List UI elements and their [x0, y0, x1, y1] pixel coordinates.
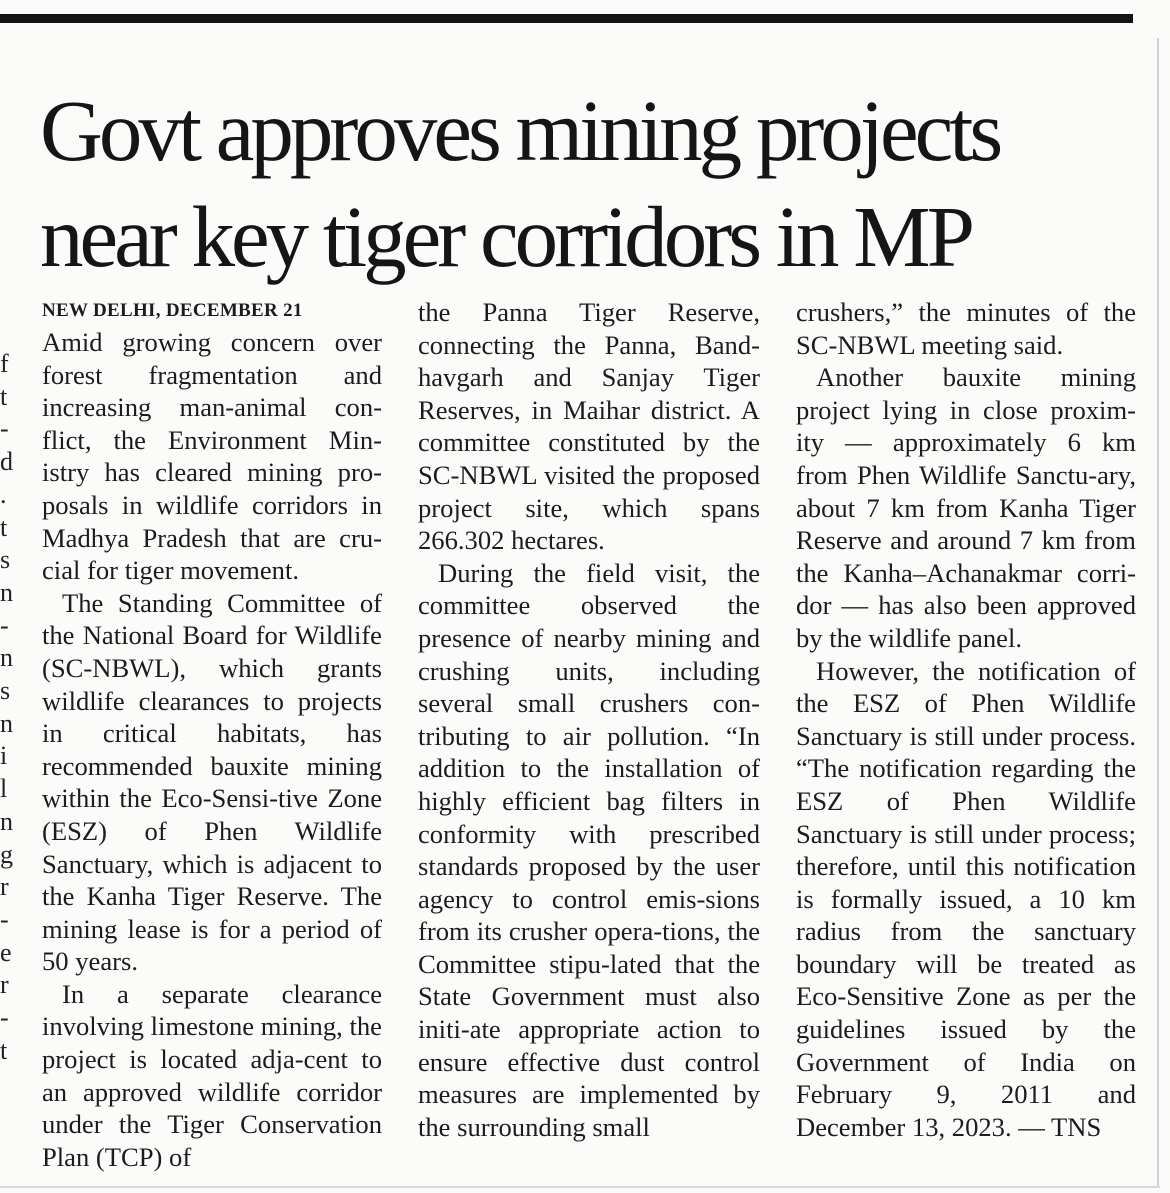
edge-glyph: n: [0, 806, 13, 836]
edge-glyph: g: [0, 839, 13, 869]
edge-glyph: i: [0, 741, 8, 771]
edge-glyph: d: [0, 447, 13, 477]
edge-glyph: -: [0, 904, 9, 934]
headline: Govt approves mining projects near key t…: [40, 78, 1140, 290]
top-rule: [0, 14, 1133, 23]
paragraph-1: Amid growing concern over forest fragmen…: [42, 327, 382, 586]
edge-glyph: -: [0, 610, 9, 640]
edge-glyph: t: [0, 512, 8, 542]
article-column-3: crushers,” the minutes of the SC-NBWL me…: [796, 296, 1136, 1143]
article-column-1: NEW DELHI, DECEMBER 21 Amid growing conc…: [42, 296, 382, 1173]
right-column-rule: [1157, 38, 1159, 1188]
edge-glyph: r: [0, 970, 9, 1000]
paragraph-5: Another bauxite mining project lying in …: [796, 362, 1136, 653]
paragraph-4: During the field visit, the committee ob…: [418, 557, 760, 1142]
edge-glyph: f: [0, 349, 9, 378]
edge-glyph: -: [0, 414, 9, 444]
paragraph-4-continued: crushers,” the minutes of the SC-NBWL me…: [796, 297, 1136, 360]
edge-glyph: n: [0, 643, 13, 673]
edge-glyph: -: [0, 1003, 9, 1032]
edge-glyph: t: [0, 381, 8, 411]
edge-glyph: t: [0, 1035, 8, 1065]
paragraph-2: The Standing Committee of the National B…: [42, 587, 382, 977]
paragraph-3-continued: the Panna Tiger Reserve, connecting the …: [418, 297, 760, 556]
paragraph-3: In a separate clearance involving limest…: [42, 978, 382, 1172]
headline-line-1: Govt approves mining projects: [40, 82, 1003, 179]
edge-glyph: s: [0, 676, 11, 705]
dateline: NEW DELHI, DECEMBER 21: [42, 300, 303, 321]
paragraph-6: However, the notification of the ESZ of …: [796, 655, 1136, 1142]
bottom-rule: [0, 1186, 1160, 1188]
edge-glyph: .: [0, 479, 7, 509]
edge-glyph: r: [0, 872, 9, 902]
headline-line-2: near key tiger corridors in MP: [40, 188, 975, 285]
edge-glyph: e: [0, 937, 12, 967]
edge-glyph: l: [0, 774, 8, 804]
edge-glyph: s: [0, 545, 11, 575]
article-column-2: the Panna Tiger Reserve, connecting the …: [418, 296, 760, 1143]
edge-glyph: n: [0, 577, 13, 607]
edge-glyph: n: [0, 708, 13, 738]
